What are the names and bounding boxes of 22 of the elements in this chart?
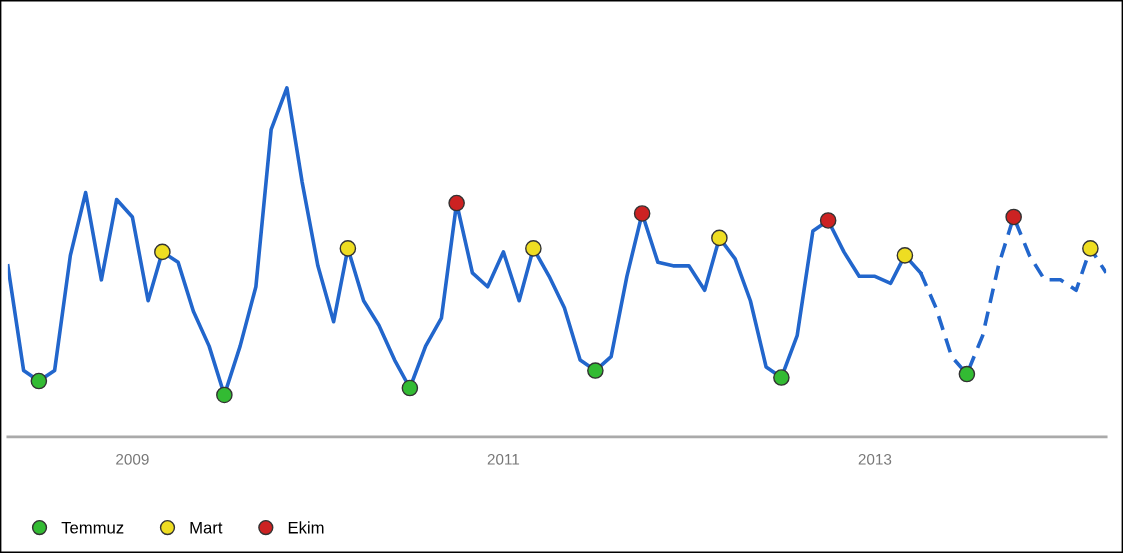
- point: [587, 362, 604, 379]
- point: [401, 379, 419, 397]
- legend-label: Temmuz: [61, 521, 124, 534]
- legend-label: Mart: [190, 521, 223, 534]
- x-tick-label: 2011: [487, 453, 520, 465]
- x-tick-label: 2009: [116, 453, 149, 465]
- legend-label: Ekim: [288, 521, 324, 534]
- point: [216, 386, 233, 404]
- point: [958, 365, 976, 383]
- point: [448, 194, 465, 212]
- point: [633, 205, 651, 222]
- point: [339, 240, 357, 257]
- point: [711, 229, 728, 247]
- point: [1005, 208, 1022, 226]
- point: [1082, 240, 1099, 257]
- point: [30, 372, 48, 390]
- point: [154, 243, 171, 261]
- x-tick-label: 2013: [858, 453, 892, 465]
- point: [819, 212, 837, 229]
- point: [525, 240, 542, 257]
- point: [773, 369, 790, 386]
- point: [896, 247, 914, 264]
